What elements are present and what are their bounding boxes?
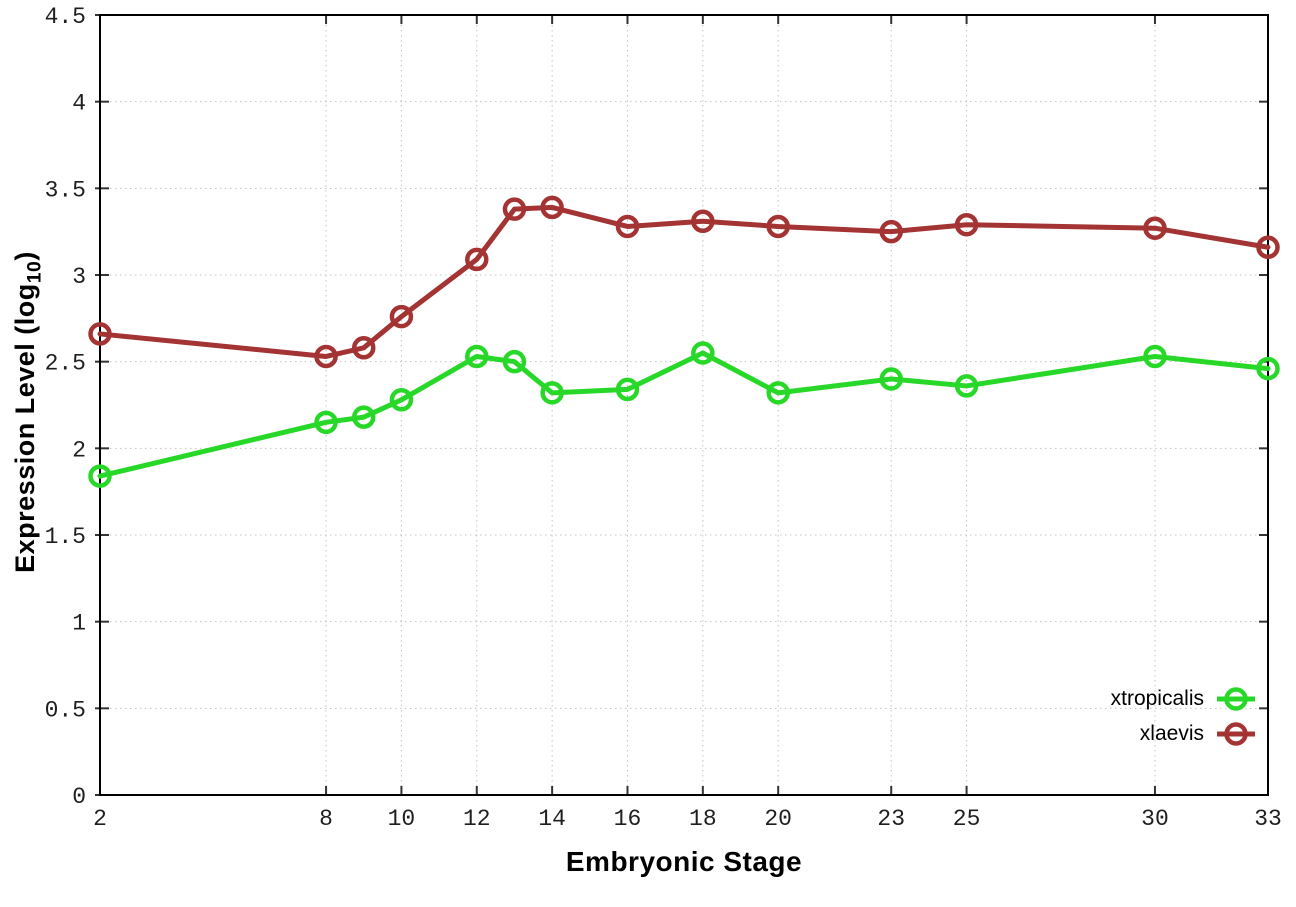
xtropicalis-line [97, 350, 1271, 479]
xtropicalis-data-point [314, 410, 338, 435]
xlaevis-data-point [1256, 235, 1280, 260]
x-tick-label: 14 [538, 806, 566, 832]
xtropicalis-data-point [766, 381, 790, 405]
y-axis-title-text: Expression Level (log [10, 283, 40, 573]
y-tick-label: 0 [72, 784, 86, 810]
xlaevis-data-point [615, 214, 640, 239]
xtropicalis-data-point [351, 405, 376, 429]
xlaevis-data-point [954, 212, 979, 237]
xlaevis-line [97, 204, 1271, 359]
xlaevis-data-point [1143, 216, 1167, 240]
y-tick-labels: 0 0.5 1 1.5 2 2.5 3 3.5 4 4.5 [45, 4, 86, 810]
xtropicalis-data-point [540, 381, 564, 405]
xlaevis-data-point [691, 209, 715, 234]
legend-label-xtropicalis: xtropicalis [1110, 686, 1204, 710]
y-tick-label: 1 [72, 611, 86, 637]
x-axis-title: Embryonic Stage [565, 846, 803, 877]
xlaevis-data-point [389, 304, 414, 329]
x-tick-label: 2 [93, 806, 107, 832]
plot-border [99, 14, 1269, 796]
tick-marks [95, 14, 1269, 796]
x-tick-label: 20 [764, 806, 792, 832]
y-axis-title-suffix: ) [10, 251, 40, 261]
x-tick-label: 16 [614, 806, 642, 832]
x-tick-label: 12 [463, 806, 491, 832]
xlaevis-data-point [88, 322, 112, 346]
x-tick-labels: 2 8 10 12 14 16 18 20 23 25 30 33 [93, 806, 1282, 832]
y-tick-label: 0.5 [45, 697, 86, 723]
y-axis-title-subscript: 10 [23, 260, 46, 284]
xtropicalis-data-point [1256, 356, 1280, 381]
xtropicalis-line-marker-icon [1217, 686, 1255, 711]
x-tick-label: 30 [1141, 806, 1169, 832]
xtropicalis-data-point [389, 388, 414, 412]
xlaevis-line-marker-icon [1217, 721, 1255, 746]
y-axis-title: Expression Level (log10) [10, 172, 46, 652]
gridlines [100, 15, 1268, 795]
xlaevis-data-point [502, 197, 527, 221]
legend-entry-xtropicalis: xtropicalis [1111, 681, 1256, 716]
legend-entry-xlaevis: xlaevis [1111, 716, 1256, 751]
xlaevis-data-point [540, 195, 564, 220]
xtropicalis-data-point [691, 341, 715, 365]
xtropicalis-data-point [954, 374, 979, 398]
xlaevis-data-point [879, 219, 903, 244]
legend-label-xlaevis: xlaevis [1139, 721, 1204, 745]
xtropicalis-data-point [502, 349, 527, 374]
series-xlaevis [88, 195, 1280, 369]
x-tick-label: 33 [1254, 806, 1282, 832]
xtropicalis-data-point [88, 464, 112, 488]
xlaevis-data-point [766, 214, 790, 239]
xtropicalis-data-point [465, 344, 489, 369]
y-tick-label: 3 [72, 264, 86, 290]
x-tick-label: 8 [319, 806, 333, 832]
legend: xtropicalis xlaevis [1111, 681, 1256, 751]
x-tick-label: 25 [953, 806, 981, 832]
xlaevis-data-point [314, 344, 338, 369]
y-tick-label: 2.5 [45, 351, 86, 377]
xlaevis-data-point [465, 247, 489, 272]
x-tick-label: 23 [877, 806, 905, 832]
y-tick-label: 4 [72, 91, 86, 117]
y-tick-label: 1.5 [45, 524, 86, 550]
x-tick-label: 18 [689, 806, 717, 832]
y-tick-label: 2 [72, 437, 86, 463]
xlaevis-data-point [351, 336, 376, 360]
x-tick-label: 10 [388, 806, 416, 832]
xtropicalis-data-point [615, 377, 640, 402]
xtropicalis-data-point [879, 367, 903, 391]
xtropicalis-data-point [1143, 344, 1167, 369]
series-xtropicalis [88, 341, 1280, 488]
y-tick-label: 3.5 [45, 177, 86, 203]
y-tick-label: 4.5 [45, 4, 86, 30]
